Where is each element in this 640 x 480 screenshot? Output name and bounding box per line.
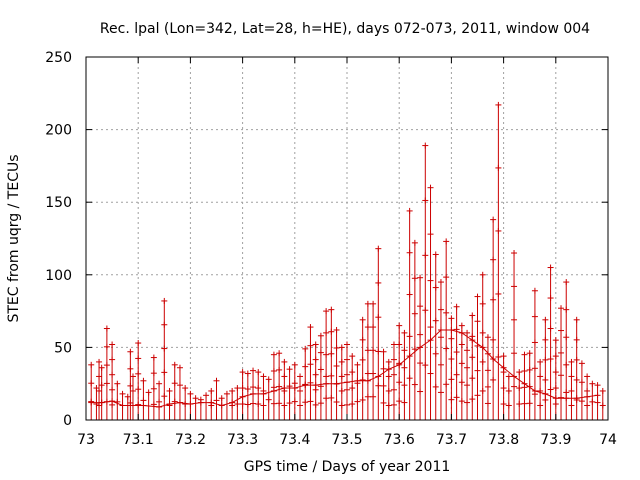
data-series — [88, 101, 606, 420]
y-tick-label: 100 — [45, 268, 72, 284]
chart-title: Rec. lpal (Lon=342, Lat=28, h=HE), days … — [100, 21, 590, 37]
y-tick-label: 200 — [45, 123, 72, 139]
x-tick-label: 73.8 — [488, 432, 519, 448]
x-axis-label: GPS time / Days of year 2011 — [244, 459, 451, 475]
grid — [86, 57, 608, 420]
x-tick-label: 73.5 — [331, 432, 362, 448]
x-tick-label: 73 — [77, 432, 95, 448]
x-tick-label: 73.6 — [384, 432, 415, 448]
baseline-curve — [91, 329, 598, 408]
axes: 73 73.1 73.2 73.3 73.4 73.5 73.6 73.7 73.8 73.9 74… — [45, 50, 617, 448]
x-tick-label: 74 — [599, 432, 617, 448]
y-tick-label: 50 — [54, 340, 72, 356]
y-tick-label: 0 — [63, 413, 72, 429]
x-tick-label: 73.9 — [540, 432, 571, 448]
x-tick-label: 73.7 — [436, 432, 467, 448]
y-tick-label: 150 — [45, 195, 72, 211]
x-tick-label: 73.3 — [227, 432, 258, 448]
x-tick-label: 73.2 — [175, 432, 206, 448]
y-tick-label: 250 — [45, 50, 72, 66]
x-tick-label: 73.1 — [123, 432, 154, 448]
y-axis-label: STEC from uqrg / TECUs — [6, 154, 22, 322]
x-tick-label: 73.4 — [279, 432, 310, 448]
